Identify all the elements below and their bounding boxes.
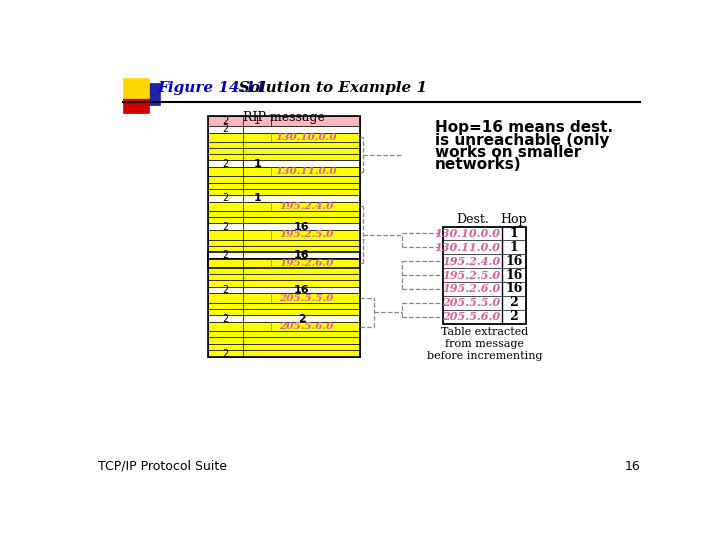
Bar (208, 268, 360, 274)
Text: 16: 16 (294, 285, 310, 295)
Text: 195.2.4.0: 195.2.4.0 (442, 255, 500, 267)
Bar (208, 183, 360, 189)
Text: 205.5.6.0: 205.5.6.0 (442, 311, 500, 322)
Bar (208, 231, 360, 240)
Text: Figure 14.11: Figure 14.11 (158, 81, 266, 95)
Text: RIP message: RIP message (243, 111, 325, 124)
Bar (208, 287, 360, 294)
Text: 130.10.0.0: 130.10.0.0 (276, 133, 337, 141)
Bar (208, 274, 360, 280)
Text: 2: 2 (222, 314, 229, 323)
Text: 2: 2 (222, 251, 229, 260)
Text: 2: 2 (222, 124, 229, 134)
Text: 195.2.6.0: 195.2.6.0 (442, 284, 500, 294)
Bar (208, 350, 360, 357)
Bar (208, 117, 360, 357)
Text: 16: 16 (294, 251, 310, 260)
Text: 2: 2 (222, 285, 229, 295)
Text: 195.2.6.0: 195.2.6.0 (279, 259, 333, 268)
Bar (208, 132, 360, 142)
Text: TCP/IP Protocol Suite: TCP/IP Protocol Suite (98, 460, 227, 473)
Bar (208, 224, 360, 231)
Text: 1: 1 (254, 116, 261, 126)
Bar (208, 202, 360, 211)
Text: 195.2.4.0: 195.2.4.0 (279, 202, 333, 211)
Text: 2: 2 (222, 159, 229, 168)
Text: 16: 16 (505, 268, 523, 281)
Text: 1: 1 (253, 159, 261, 168)
Bar (208, 117, 360, 126)
Bar (208, 259, 360, 268)
Text: Hop=16 means dest.: Hop=16 means dest. (435, 120, 613, 135)
Bar (122, 98, 149, 112)
Text: 130.11.0.0: 130.11.0.0 (434, 242, 500, 253)
Text: 16: 16 (505, 255, 523, 268)
Bar (208, 294, 360, 303)
Bar (208, 195, 360, 202)
Text: 205.5.5.0: 205.5.5.0 (442, 297, 500, 308)
Bar (208, 303, 360, 309)
Text: 2: 2 (510, 296, 518, 309)
Bar (208, 246, 360, 252)
Text: 195.2.5.0: 195.2.5.0 (442, 269, 500, 280)
Text: Solution to Example 1: Solution to Example 1 (222, 81, 427, 95)
Bar (208, 160, 360, 167)
Bar (208, 126, 360, 132)
Text: Dest.: Dest. (456, 213, 489, 226)
Bar (208, 331, 360, 338)
Text: 130.10.0.0: 130.10.0.0 (434, 228, 500, 239)
Text: works on smaller: works on smaller (435, 145, 581, 160)
Text: 2: 2 (510, 310, 518, 323)
Text: 2: 2 (222, 193, 229, 204)
Text: 2: 2 (222, 116, 229, 126)
Text: Table extracted
from message
before incrementing: Table extracted from message before incr… (427, 327, 542, 361)
Bar (208, 240, 360, 246)
Bar (208, 142, 360, 148)
Text: 1: 1 (510, 241, 518, 254)
Bar (133, 83, 160, 105)
Bar (208, 322, 360, 331)
Bar (208, 148, 360, 154)
Bar (208, 280, 360, 287)
Bar (208, 252, 360, 259)
Bar (208, 167, 360, 177)
Bar (208, 315, 360, 322)
Text: 1: 1 (253, 193, 261, 204)
Bar (208, 338, 360, 343)
Text: 195.2.5.0: 195.2.5.0 (279, 231, 333, 239)
Text: is unreachable (only: is unreachable (only (435, 132, 609, 147)
Bar (208, 154, 360, 160)
Text: networks): networks) (435, 157, 521, 172)
Bar (122, 78, 149, 98)
Text: 16: 16 (505, 282, 523, 295)
Bar (208, 217, 360, 224)
Text: 2: 2 (297, 314, 305, 323)
Text: 1: 1 (510, 227, 518, 240)
Text: 2: 2 (222, 222, 229, 232)
Bar (208, 189, 360, 195)
Text: 130.11.0.0: 130.11.0.0 (276, 167, 337, 177)
Text: 16: 16 (294, 222, 310, 232)
Bar (208, 211, 360, 217)
Text: 205.5.5.0: 205.5.5.0 (279, 294, 333, 302)
Bar (208, 343, 360, 350)
Text: 16: 16 (624, 460, 640, 473)
Bar (208, 177, 360, 183)
Text: 2: 2 (222, 348, 229, 359)
Bar (208, 309, 360, 315)
Text: 205.5.6.0: 205.5.6.0 (279, 322, 333, 331)
Text: Hop: Hop (500, 213, 527, 226)
Bar (444, 226, 526, 323)
